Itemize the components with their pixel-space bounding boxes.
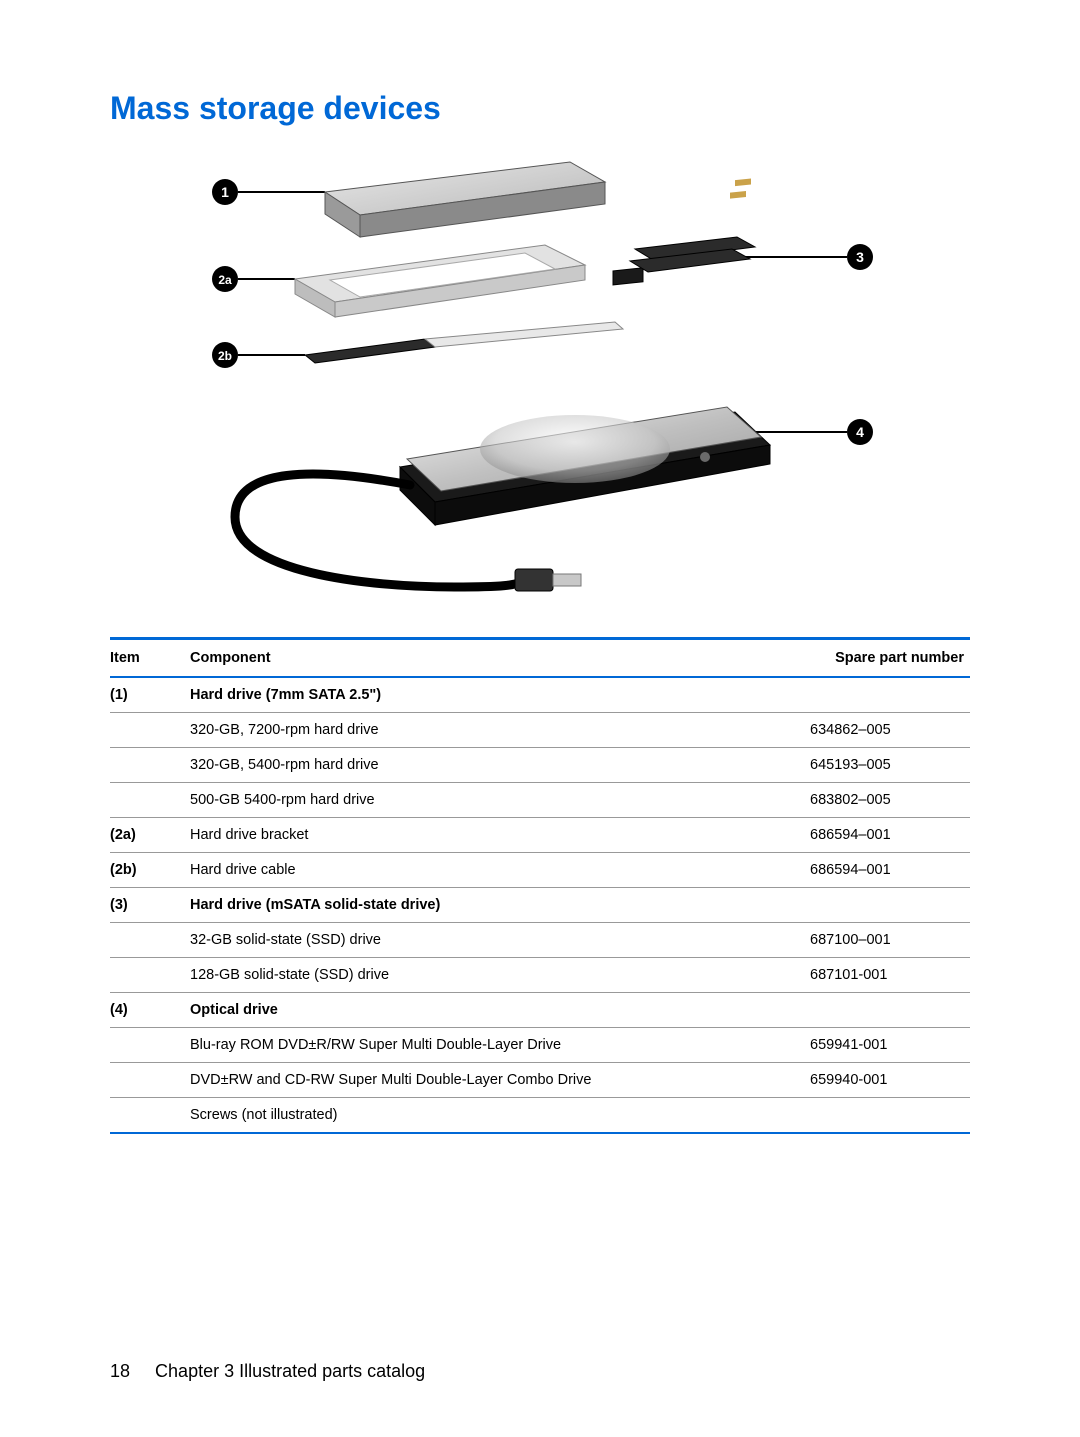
table-row: (3)Hard drive (mSATA solid-state drive) (110, 888, 970, 923)
cell-item: (2a) (110, 818, 190, 853)
cell-spare: 645193–005 (810, 748, 970, 783)
callout-label-2a: 2a (218, 273, 232, 287)
table-row: 32-GB solid-state (SSD) drive687100–001 (110, 923, 970, 958)
part-msata (630, 178, 755, 272)
table-row: (1)Hard drive (7mm SATA 2.5") (110, 677, 970, 713)
part-optical-drive (400, 407, 770, 525)
part-bracket (295, 245, 585, 317)
parts-table-body: (1)Hard drive (7mm SATA 2.5")320-GB, 720… (110, 677, 970, 1132)
table-row: DVD±RW and CD-RW Super Multi Double-Laye… (110, 1063, 970, 1098)
col-spare: Spare part number (810, 640, 970, 677)
cell-spare: 659941-001 (810, 1028, 970, 1063)
cell-component: Hard drive cable (190, 853, 810, 888)
cell-component: 320-GB, 5400-rpm hard drive (190, 748, 810, 783)
cell-spare: 687101-001 (810, 958, 970, 993)
parts-table-wrap: Item Component Spare part number (1)Hard… (110, 637, 970, 1134)
cell-item (110, 1028, 190, 1063)
cell-component: DVD±RW and CD-RW Super Multi Double-Laye… (190, 1063, 810, 1098)
parts-table: Item Component Spare part number (1)Hard… (110, 640, 970, 1132)
cell-item (110, 1098, 190, 1133)
table-row: (4)Optical drive (110, 993, 970, 1028)
cell-component: Screws (not illustrated) (190, 1098, 810, 1133)
exploded-diagram: 1 2a 2b 3 4 (175, 157, 905, 617)
cell-item: (4) (110, 993, 190, 1028)
cell-item (110, 958, 190, 993)
diagram-wrap: 1 2a 2b 3 4 (110, 157, 970, 617)
chapter-label: Chapter 3 Illustrated parts catalog (155, 1361, 425, 1381)
cell-spare: 683802–005 (810, 783, 970, 818)
table-row: 320-GB, 5400-rpm hard drive645193–005 (110, 748, 970, 783)
cell-item (110, 783, 190, 818)
cell-spare: 659940-001 (810, 1063, 970, 1098)
cell-item (110, 713, 190, 748)
cell-spare: 634862–005 (810, 713, 970, 748)
cell-spare: 687100–001 (810, 923, 970, 958)
table-row: 500-GB 5400-rpm hard drive683802–005 (110, 783, 970, 818)
cell-spare: 686594–001 (810, 853, 970, 888)
cell-component: Hard drive (mSATA solid-state drive) (190, 888, 810, 923)
table-row: 320-GB, 7200-rpm hard drive634862–005 (110, 713, 970, 748)
callout-label-1: 1 (221, 184, 229, 200)
cell-spare (810, 677, 970, 713)
cell-spare (810, 888, 970, 923)
callout-label-2b: 2b (218, 349, 232, 363)
cell-component: Hard drive bracket (190, 818, 810, 853)
part-hard-drive (325, 162, 605, 237)
cell-item (110, 748, 190, 783)
table-bottom-rule (110, 1132, 970, 1134)
callout-label-3: 3 (856, 249, 864, 265)
cell-component: 32-GB solid-state (SSD) drive (190, 923, 810, 958)
table-row: Blu-ray ROM DVD±R/RW Super Multi Double-… (110, 1028, 970, 1063)
table-row: (2a)Hard drive bracket686594–001 (110, 818, 970, 853)
cell-spare (810, 993, 970, 1028)
table-row: 128-GB solid-state (SSD) drive687101-001 (110, 958, 970, 993)
page-footer: 18 Chapter 3 Illustrated parts catalog (110, 1361, 425, 1382)
col-item: Item (110, 640, 190, 677)
cell-component: Hard drive (7mm SATA 2.5") (190, 677, 810, 713)
table-header-row: Item Component Spare part number (110, 640, 970, 677)
callout-label-4: 4 (856, 424, 864, 440)
page: Mass storage devices (0, 0, 1080, 1437)
page-number: 18 (110, 1361, 130, 1382)
cell-component: Optical drive (190, 993, 810, 1028)
cell-item (110, 923, 190, 958)
cell-item: (2b) (110, 853, 190, 888)
cell-component: 320-GB, 7200-rpm hard drive (190, 713, 810, 748)
cell-item: (3) (110, 888, 190, 923)
cell-item (110, 1063, 190, 1098)
cell-component: 500-GB 5400-rpm hard drive (190, 783, 810, 818)
cell-spare (810, 1098, 970, 1133)
cell-item: (1) (110, 677, 190, 713)
cell-component: Blu-ray ROM DVD±R/RW Super Multi Double-… (190, 1028, 810, 1063)
diagram-svg: 1 2a 2b 3 4 (175, 157, 905, 617)
table-row: (2b)Hard drive cable686594–001 (110, 853, 970, 888)
cell-spare: 686594–001 (810, 818, 970, 853)
col-component: Component (190, 640, 810, 677)
cell-component: 128-GB solid-state (SSD) drive (190, 958, 810, 993)
page-title: Mass storage devices (110, 90, 970, 127)
table-row: Screws (not illustrated) (110, 1098, 970, 1133)
